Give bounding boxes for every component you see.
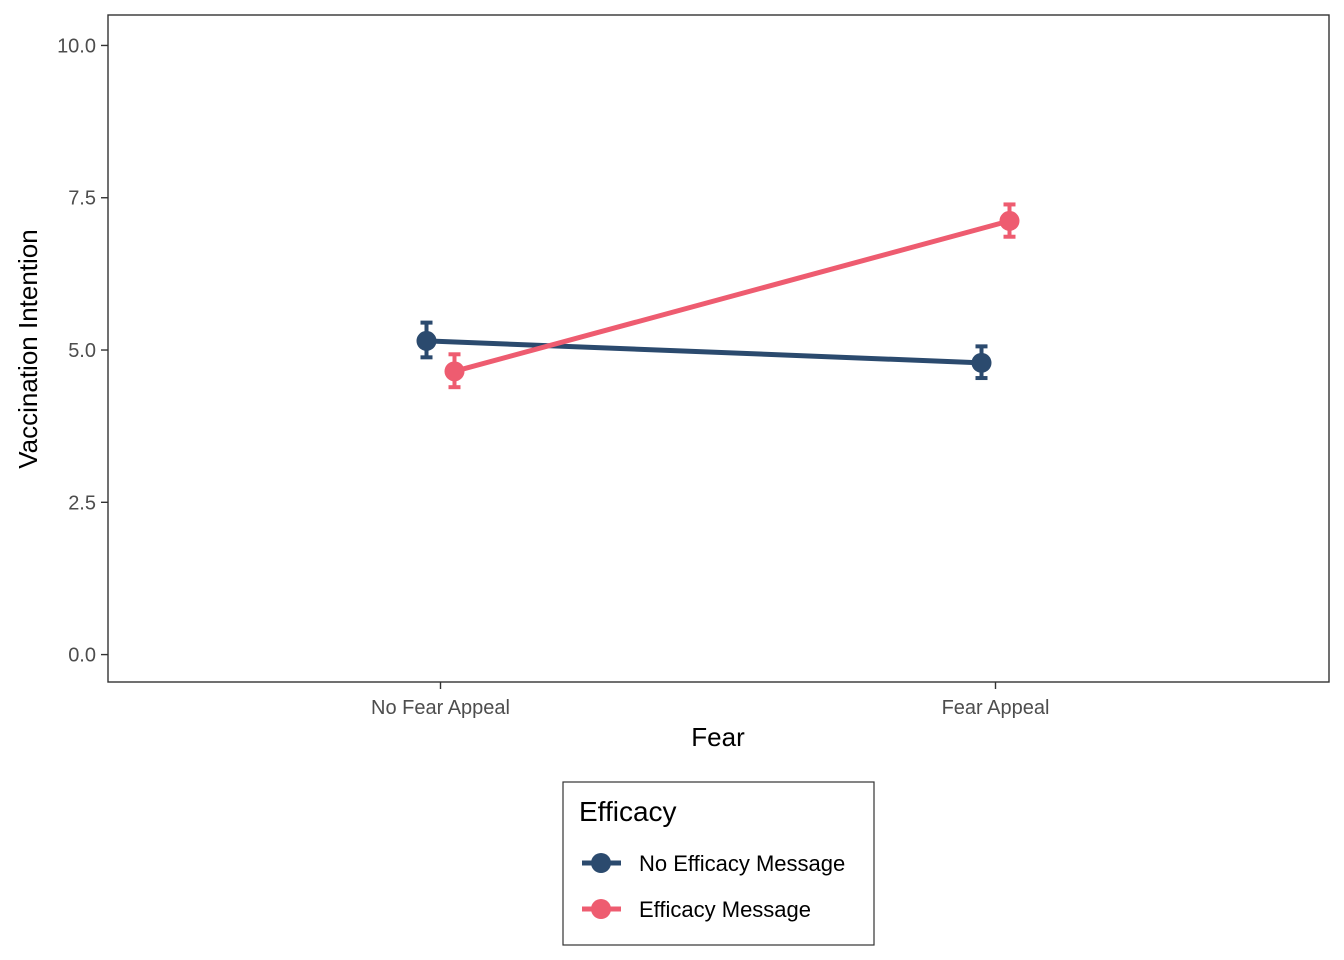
data-point [416, 330, 437, 351]
y-tick-label: 5.0 [68, 340, 96, 362]
series-no-efficacy-message [416, 320, 992, 381]
x-axis-title: Fear [691, 722, 745, 752]
plot-panel [107, 14, 1330, 683]
y-axis: 0.0 2.5 5.0 7.5 10.0 [57, 35, 108, 667]
x-axis: No Fear Appeal Fear Appeal [371, 682, 1049, 719]
y-tick-label: 2.5 [68, 492, 96, 514]
legend-item: Efficacy Message [582, 897, 811, 922]
x-tick-label: Fear Appeal [942, 697, 1050, 719]
series-layer [416, 202, 1020, 390]
legend-item: No Efficacy Message [582, 851, 845, 876]
y-axis-title: Vaccination Intention [13, 229, 43, 468]
data-point [444, 361, 465, 382]
series-line [452, 218, 1012, 374]
y-tick-label: 0.0 [68, 645, 96, 667]
x-tick-label: No Fear Appeal [371, 697, 510, 719]
legend-key-point [591, 899, 611, 919]
legend-label: No Efficacy Message [639, 851, 845, 876]
y-tick-label: 7.5 [68, 188, 96, 210]
y-tick-label: 10.0 [57, 35, 96, 57]
legend-key-point [591, 853, 611, 873]
legend-label: Efficacy Message [639, 897, 811, 922]
series-efficacy-message [444, 202, 1020, 390]
data-point [971, 352, 992, 373]
legend-title: Efficacy [579, 796, 677, 827]
data-point [999, 210, 1020, 231]
legend: Efficacy No Efficacy Message Efficacy Mes… [562, 781, 875, 946]
series-line [424, 338, 984, 366]
